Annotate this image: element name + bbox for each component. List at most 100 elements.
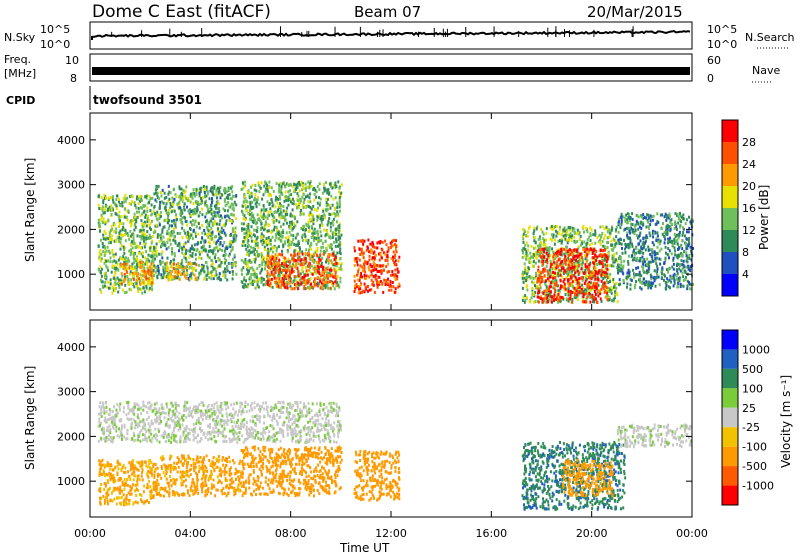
- echo-cell: [367, 289, 369, 293]
- echo-cell: [628, 218, 631, 222]
- echo-cell: [265, 240, 268, 244]
- echo-cell: [209, 206, 212, 210]
- echo-cell: [641, 242, 644, 246]
- echo-cell: [601, 225, 604, 229]
- echo-cell: [224, 270, 227, 274]
- echo-cell: [186, 205, 188, 209]
- echo-cell: [296, 199, 299, 203]
- echo-cell: [116, 262, 119, 266]
- echo-cell: [274, 205, 277, 209]
- echo-cell: [189, 200, 192, 204]
- echo-cell: [201, 231, 204, 235]
- echo-cell: [384, 283, 387, 286]
- echo-cell: [327, 188, 330, 192]
- echo-cell: [255, 272, 258, 276]
- echo-cell: [171, 196, 174, 200]
- echo-cell: [385, 243, 388, 247]
- echo-cell: [333, 287, 336, 291]
- echo-cell: [290, 240, 293, 244]
- echo-cell: [392, 250, 395, 254]
- echo-cell: [215, 270, 218, 274]
- echo-cell: [231, 185, 234, 189]
- echo-cell: [557, 239, 560, 243]
- echo-cell: [537, 254, 540, 257]
- echo-cell: [169, 201, 172, 205]
- echo-cell: [260, 253, 263, 257]
- echo-cell: [140, 219, 143, 223]
- echo-cell: [164, 243, 167, 247]
- echo-cell: [248, 196, 251, 200]
- echo-cell: [134, 215, 137, 219]
- echo-cell: [627, 226, 630, 230]
- echo-cell: [393, 243, 396, 246]
- echo-cell: [242, 266, 245, 270]
- echo-cell: [677, 236, 680, 240]
- echo-cell: [565, 267, 568, 271]
- echo-cell: [202, 264, 205, 268]
- echo-cell: [188, 209, 191, 213]
- echo-cell: [629, 277, 632, 281]
- echo-cell: [316, 247, 319, 250]
- echo-cell: [285, 236, 287, 240]
- echo-cell: [135, 197, 138, 201]
- echo-cell: [122, 196, 125, 200]
- echo-cell: [246, 285, 249, 289]
- echo-cell: [685, 244, 688, 248]
- echo-cell: [303, 285, 306, 289]
- echo-cell: [322, 265, 325, 269]
- echo-cell: [161, 256, 164, 260]
- echo-cell: [250, 185, 252, 189]
- echo-cell: [311, 213, 314, 217]
- echo-cell: [293, 215, 296, 219]
- echo-cell: [273, 216, 276, 220]
- echo-cell: [370, 273, 373, 277]
- echo-cell: [324, 269, 327, 273]
- echo-cell: [304, 287, 307, 291]
- echo-cell: [125, 290, 128, 294]
- nsky-trace: [91, 26, 691, 40]
- echo-cell: [142, 204, 145, 208]
- echo-cell: [598, 233, 601, 237]
- echo-cell: [606, 264, 609, 268]
- echo-cell: [376, 241, 379, 245]
- echo-cell: [289, 183, 292, 187]
- echo-cell: [185, 268, 188, 272]
- echo-cell: [332, 281, 335, 285]
- echo-cell: [260, 269, 263, 273]
- echo-cell: [103, 211, 106, 215]
- echo-cell: [220, 226, 223, 230]
- echo-cell: [659, 262, 662, 266]
- echo-cell: [315, 269, 317, 273]
- echo-cell: [647, 245, 650, 249]
- echo-cell: [320, 239, 323, 242]
- echo-cell: [555, 284, 558, 287]
- echo-cell: [272, 189, 275, 193]
- echo-cell: [559, 250, 562, 254]
- echo-cell: [166, 217, 169, 220]
- echo-cell: [526, 230, 529, 234]
- echo-cell: [153, 205, 156, 208]
- echo-cell: [115, 198, 118, 202]
- echo-cell: [535, 227, 538, 231]
- echo-cell: [564, 261, 567, 265]
- echo-cell: [293, 188, 296, 192]
- echo-cell: [284, 210, 287, 213]
- echo-cell: [135, 220, 138, 224]
- echo-cell: [593, 248, 596, 252]
- echo-cell: [605, 286, 608, 289]
- echo-cell: [247, 226, 250, 230]
- echo-cell: [314, 188, 317, 192]
- echo-cell: [169, 242, 172, 246]
- echo-cell: [209, 210, 212, 214]
- echo-cell: [258, 277, 261, 281]
- echo-cell: [297, 258, 300, 262]
- echo-cell: [585, 288, 588, 292]
- echo-cell: [221, 244, 224, 248]
- echo-cell: [592, 286, 595, 290]
- echo-cell: [544, 296, 546, 300]
- echo-cell: [107, 259, 110, 263]
- echo-cell: [192, 211, 195, 215]
- echo-cell: [365, 276, 368, 280]
- echo-cell: [136, 279, 139, 283]
- echo-cell: [229, 240, 231, 244]
